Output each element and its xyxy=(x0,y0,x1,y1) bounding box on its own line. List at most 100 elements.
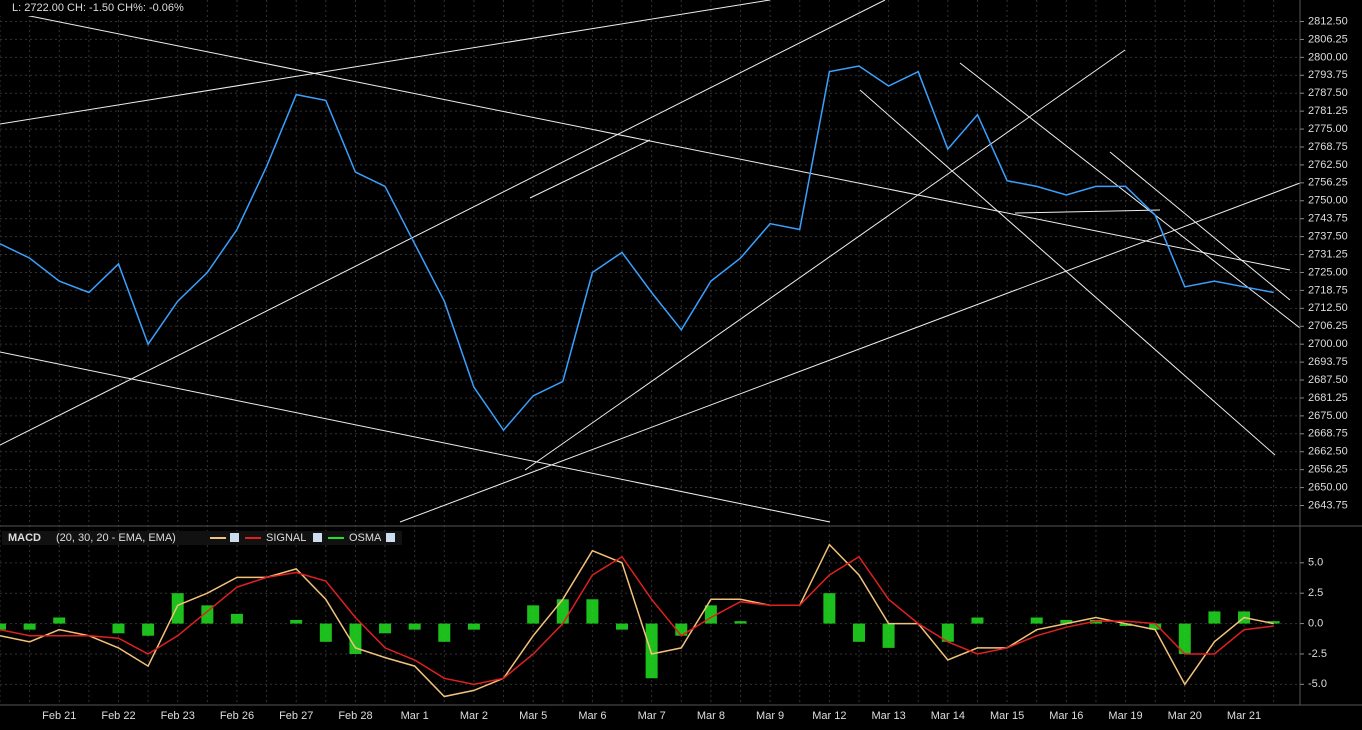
x-tick-label: Mar 1 xyxy=(401,710,429,722)
osma-bar xyxy=(852,623,865,642)
osma-bar xyxy=(586,599,599,624)
y-tick-label: -2.5 xyxy=(1308,648,1327,660)
osma-bar xyxy=(1060,619,1073,624)
trend-line xyxy=(0,9,1291,271)
x-tick-label: Feb 27 xyxy=(279,710,313,722)
osma-bar xyxy=(349,623,362,654)
y-tick-label: -5.0 xyxy=(1308,678,1327,690)
osma-bar xyxy=(1178,623,1191,654)
header-bg xyxy=(0,0,200,16)
x-tick-label: Mar 13 xyxy=(871,710,905,722)
osma-bar xyxy=(645,623,658,679)
osma-bar xyxy=(23,623,36,630)
y-tick-label: 2812.50 xyxy=(1308,15,1348,27)
legend-signal: SIGNAL xyxy=(266,532,306,544)
trend-line xyxy=(1109,151,1291,301)
x-tick-label: Feb 22 xyxy=(101,710,135,722)
y-tick-label: 2675.00 xyxy=(1308,410,1348,422)
y-tick-label: 2737.50 xyxy=(1308,231,1348,243)
osma-bar xyxy=(290,619,303,624)
legend-params: (20, 30, 20 - EMA, EMA) xyxy=(56,532,176,544)
x-tick-label: Feb 28 xyxy=(338,710,372,722)
x-tick-label: Mar 14 xyxy=(931,710,965,722)
legend-osma: OSMA xyxy=(349,532,382,544)
osma-bar xyxy=(438,623,451,642)
trend-line xyxy=(1014,209,1161,214)
osma-bar xyxy=(408,623,421,630)
y-tick-label: 0.0 xyxy=(1308,617,1323,629)
macd-line xyxy=(0,555,1274,686)
trend-line xyxy=(399,182,1301,523)
y-tick-label: 2731.25 xyxy=(1308,248,1348,260)
y-tick-label: 2668.75 xyxy=(1308,428,1348,440)
y-tick-label: 2712.50 xyxy=(1308,302,1348,314)
x-tick-label: Mar 21 xyxy=(1227,710,1261,722)
y-tick-label: 2650.00 xyxy=(1308,481,1348,493)
osma-bar xyxy=(882,623,895,648)
y-tick-label: 2643.75 xyxy=(1308,499,1348,511)
y-tick-label: 2762.50 xyxy=(1308,159,1348,171)
x-tick-label: Mar 8 xyxy=(697,710,725,722)
osma-bar xyxy=(319,623,332,642)
osma-bar xyxy=(556,599,569,624)
osma-bar xyxy=(467,623,480,630)
x-tick-label: Mar 19 xyxy=(1108,710,1142,722)
osma-bar xyxy=(112,623,125,634)
osma-bar xyxy=(142,623,155,636)
y-tick-label: 2756.25 xyxy=(1308,177,1348,189)
x-tick-label: Mar 5 xyxy=(519,710,547,722)
y-tick-label: 2775.00 xyxy=(1308,123,1348,135)
x-tick-label: Feb 23 xyxy=(161,710,195,722)
trend-line xyxy=(859,89,1276,456)
y-tick-label: 2768.75 xyxy=(1308,141,1348,153)
osma-bar xyxy=(0,623,6,630)
y-tick-label: 2.5 xyxy=(1308,587,1323,599)
trend-line xyxy=(529,139,651,199)
y-tick-label: 2725.00 xyxy=(1308,266,1348,278)
checkbox[interactable] xyxy=(230,533,239,542)
x-tick-label: Mar 6 xyxy=(578,710,606,722)
y-tick-label: 2693.75 xyxy=(1308,356,1348,368)
x-tick-label: Mar 20 xyxy=(1168,710,1202,722)
legend-bg xyxy=(2,531,402,545)
osma-bar xyxy=(1267,621,1280,624)
x-tick-label: Mar 12 xyxy=(812,710,846,722)
checkbox[interactable] xyxy=(313,533,322,542)
osma-bar xyxy=(1119,623,1132,627)
osma-bar xyxy=(616,623,629,630)
trend-lines xyxy=(0,0,1301,523)
osma-bar xyxy=(230,613,243,624)
osma-bar xyxy=(734,621,747,624)
legend-macd: MACD xyxy=(8,532,41,544)
y-tick-label: 2793.75 xyxy=(1308,69,1348,81)
x-tick-label: Mar 9 xyxy=(756,710,784,722)
y-tick-label: 2787.50 xyxy=(1308,87,1348,99)
y-tick-label: 2706.25 xyxy=(1308,320,1348,332)
osma-bar xyxy=(171,593,184,624)
osma-bar xyxy=(201,605,214,624)
y-tick-label: 2656.25 xyxy=(1308,464,1348,476)
trend-line xyxy=(0,0,771,125)
osma-bar xyxy=(941,623,954,642)
y-tick-label: 2681.25 xyxy=(1308,392,1348,404)
header: L: 2722.00 CH: -1.50 CH%: -0.06% xyxy=(12,2,184,14)
y-tick-label: 2718.75 xyxy=(1308,284,1348,296)
y-tick-label: 2687.50 xyxy=(1308,374,1348,386)
y-tick-label: 2662.50 xyxy=(1308,446,1348,458)
y-tick-label: 2800.00 xyxy=(1308,51,1348,63)
price-line xyxy=(0,65,1274,432)
checkbox[interactable] xyxy=(386,533,395,542)
x-tick-label: Feb 26 xyxy=(220,710,254,722)
osma-bar xyxy=(1030,617,1043,624)
osma-bar xyxy=(379,623,392,634)
y-tick-label: 5.0 xyxy=(1308,557,1323,569)
osma-bar xyxy=(823,593,836,624)
x-tick-label: Mar 15 xyxy=(990,710,1024,722)
y-tick-label: 2781.25 xyxy=(1308,105,1348,117)
trend-line xyxy=(0,0,886,446)
y-tick-label: 2743.75 xyxy=(1308,213,1348,225)
y-tick-label: 2806.25 xyxy=(1308,33,1348,45)
x-tick-label: Mar 7 xyxy=(638,710,666,722)
trend-line xyxy=(0,351,831,523)
osma-bar xyxy=(1208,611,1221,624)
